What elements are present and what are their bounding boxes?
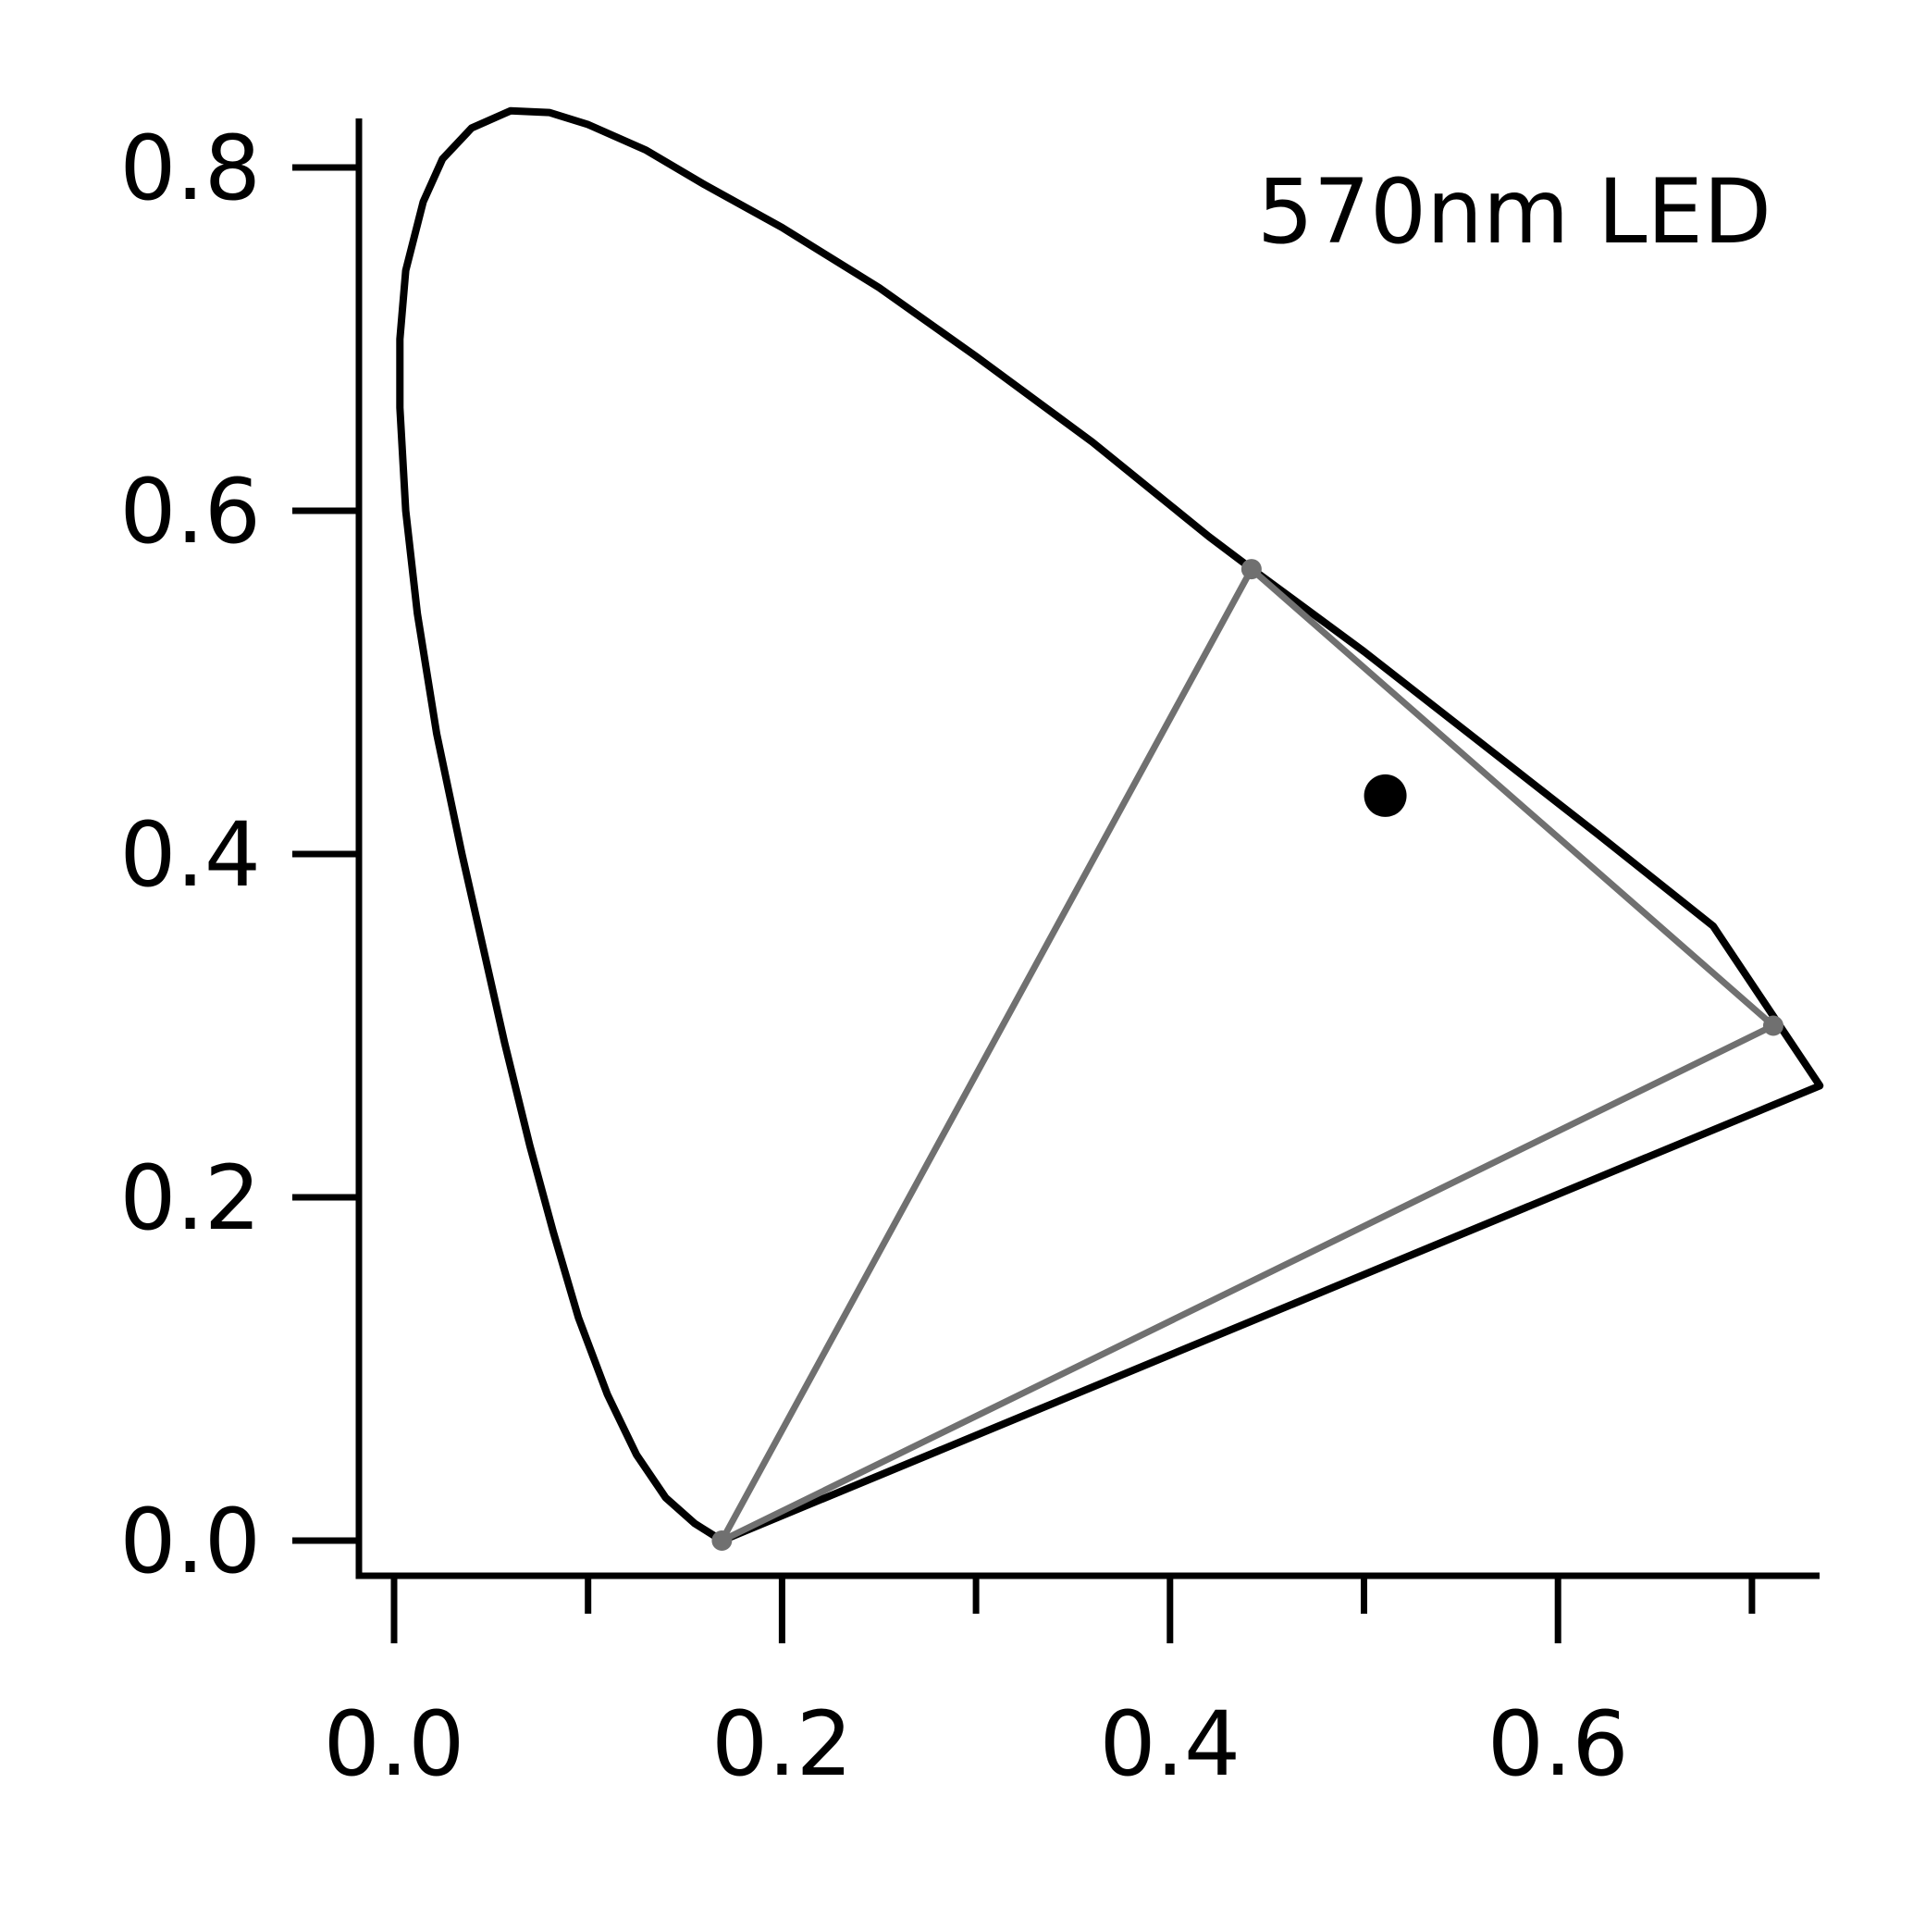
triangle-vertex bbox=[1762, 1015, 1783, 1036]
x-tick-label: 0.2 bbox=[711, 1692, 853, 1796]
triangle-vertex bbox=[711, 1530, 733, 1551]
y-tick-label: 0.6 bbox=[119, 460, 261, 564]
annotation-label: 570nm LED bbox=[1257, 160, 1771, 264]
y-tick-label: 0.4 bbox=[119, 803, 261, 907]
x-tick-label: 0.4 bbox=[1099, 1692, 1240, 1796]
data-point bbox=[1364, 774, 1407, 817]
y-tick-label: 0.8 bbox=[119, 117, 261, 220]
y-tick-label: 0.0 bbox=[119, 1490, 261, 1593]
gamut-triangle bbox=[719, 565, 1777, 1544]
y-tick-label: 0.2 bbox=[119, 1146, 261, 1250]
x-tick-label: 0.6 bbox=[1487, 1692, 1629, 1796]
triangle-vertex bbox=[1240, 559, 1262, 580]
x-tick-label: 0.0 bbox=[324, 1692, 465, 1796]
